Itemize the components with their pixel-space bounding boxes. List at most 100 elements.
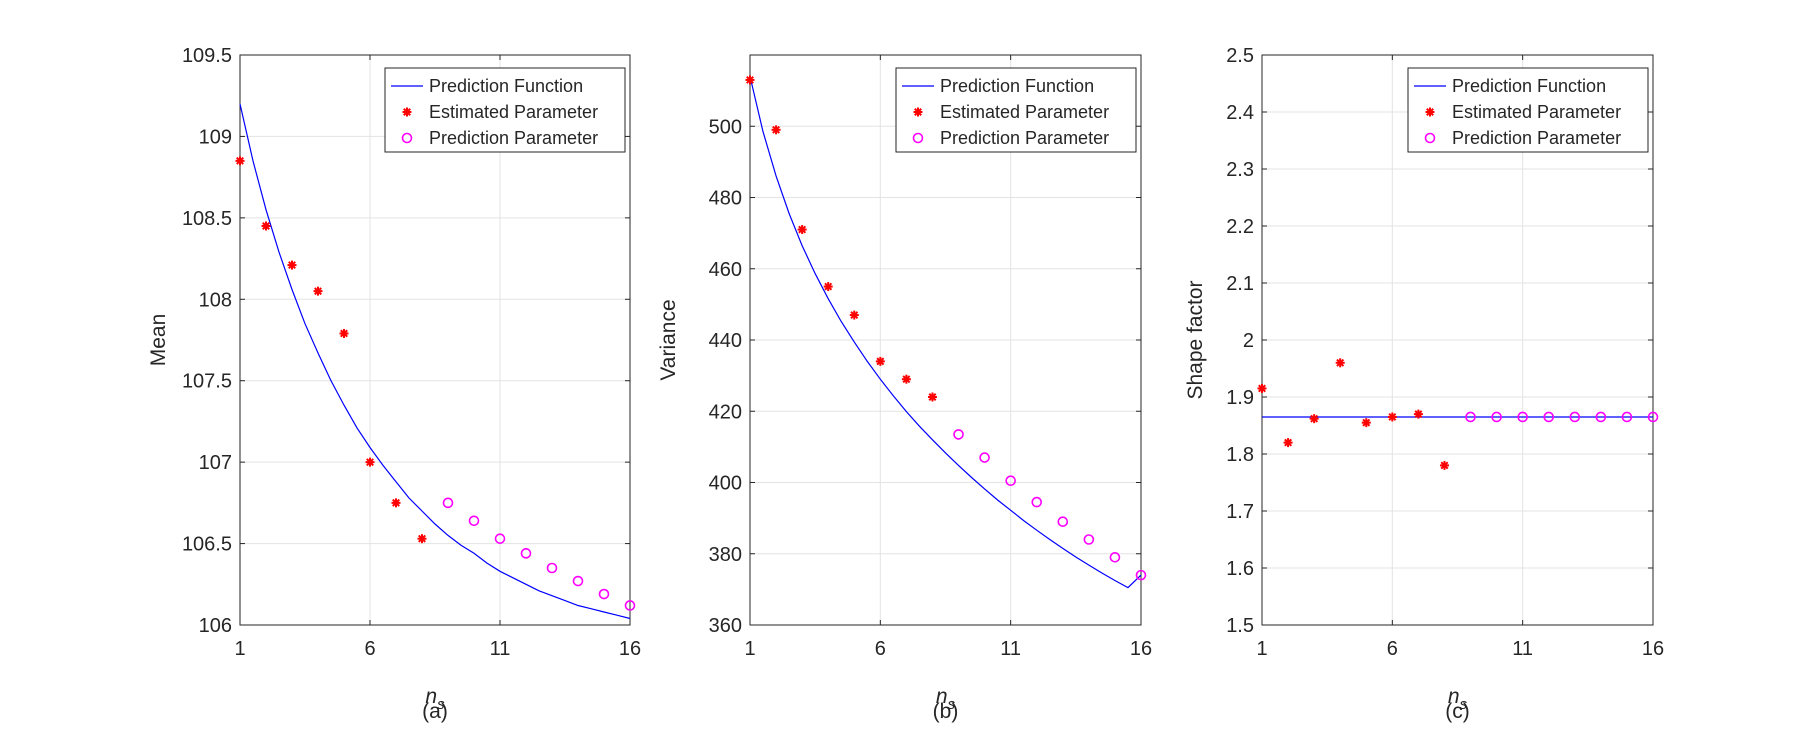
star-stroke — [418, 534, 426, 543]
x-tick-label: 11 — [490, 638, 511, 660]
legend-star-swatch — [913, 107, 923, 117]
legend-circle-swatch — [401, 132, 413, 144]
star-stroke — [824, 282, 833, 291]
estimated-parameter-point — [875, 356, 885, 366]
legend-box — [384, 67, 626, 153]
star-stroke — [928, 393, 937, 401]
prediction-parameter-series — [953, 429, 1147, 581]
prediction-function-line — [239, 103, 631, 620]
star-stroke — [902, 375, 911, 384]
chart-panel-c: 1 6 11 161.51.61.71.81.922.12.22.32.42.5nsS… — [1184, 45, 1664, 723]
estimated-parameter-point — [1335, 358, 1345, 368]
y-tick-label: 400 — [709, 473, 742, 495]
prediction-parameter-point — [1595, 411, 1607, 423]
y-tick-label: 2.2 — [1226, 216, 1254, 238]
prediction-parameter-point — [1491, 411, 1502, 423]
x-tick-label: 6 — [364, 638, 375, 660]
legend-label: Prediction Parameter — [940, 128, 1109, 148]
y-tick-label: 2 — [1243, 330, 1254, 352]
y-tick-label: 1.6 — [1226, 558, 1254, 580]
star-stroke — [1426, 108, 1434, 116]
estimated-parameter-series — [1257, 358, 1449, 470]
star-stroke — [1284, 438, 1293, 447]
prediction-parameter-series — [442, 497, 636, 611]
prediction-parameter-point — [520, 548, 532, 559]
y-tick-label: 380 — [709, 544, 742, 566]
y-tick-label: 108.5 — [182, 208, 232, 230]
estimated-parameter-point — [823, 282, 833, 292]
legend-label: Estimated Parameter — [940, 102, 1109, 122]
star-stroke — [288, 261, 296, 270]
y-tick-label: 440 — [709, 330, 742, 352]
prediction-parameter-point — [1031, 496, 1043, 508]
estimated-parameter-point — [1257, 383, 1267, 393]
estimated-parameter-point — [235, 156, 245, 166]
estimated-parameter-series — [745, 75, 937, 402]
estimated-parameter-point — [745, 75, 755, 85]
y-tick-label: 1.7 — [1226, 501, 1254, 523]
y-tick-label: 2.4 — [1226, 102, 1254, 124]
estimated-parameter-point — [1309, 414, 1319, 424]
star-stroke — [392, 498, 400, 507]
estimated-parameter-point — [849, 310, 859, 320]
star-stroke — [340, 329, 348, 338]
prediction-parameter-point — [1543, 411, 1555, 423]
y-axis-label: Mean — [147, 314, 170, 367]
panel-caption: (a) — [422, 700, 448, 723]
prediction-parameter-point — [1647, 411, 1659, 423]
panel-caption: (b) — [933, 700, 959, 723]
star-stroke — [403, 108, 411, 116]
prediction-parameter-point — [598, 588, 610, 600]
estimated-parameter-point — [339, 328, 349, 338]
estimated-parameter-point — [313, 286, 323, 296]
estimated-parameter-point — [1413, 409, 1423, 419]
y-tick-label: 360 — [709, 615, 742, 637]
legend-label: Prediction Function — [940, 76, 1094, 96]
star-stroke — [914, 108, 922, 116]
y-tick-label: 1.5 — [1226, 615, 1254, 637]
x-tick-label: 16 — [1130, 638, 1152, 660]
estimated-parameter-point — [365, 457, 375, 467]
star-stroke — [1388, 413, 1397, 421]
ticks — [239, 54, 631, 626]
legend-label: Prediction Parameter — [429, 128, 598, 148]
panel-caption: (c) — [1445, 700, 1470, 723]
y-tick-label: 107 — [199, 452, 232, 474]
ticks — [1261, 54, 1654, 626]
plot-frame — [239, 54, 631, 626]
star-stroke — [236, 156, 244, 165]
estimated-parameter-point — [927, 392, 937, 402]
prediction-parameter-point — [1083, 534, 1095, 545]
prediction-parameter-point — [1465, 411, 1476, 423]
x-tick-label: 6 — [875, 638, 886, 660]
estimated-parameter-point — [797, 225, 807, 235]
x-tick-label: 11 — [1512, 638, 1533, 660]
star-stroke — [1310, 414, 1319, 423]
star-stroke — [798, 225, 807, 234]
x-tick-label: 16 — [1642, 638, 1664, 660]
legend-star-swatch — [402, 107, 412, 117]
star-stroke — [1440, 461, 1449, 470]
estimated-parameter-point — [901, 374, 911, 384]
prediction-parameter-point — [572, 575, 584, 587]
y-axis-label: Variance — [657, 299, 680, 380]
x-tick-label: 1 — [234, 638, 245, 660]
prediction-parameter-point — [1109, 552, 1121, 563]
star-stroke — [314, 287, 322, 296]
y-tick-label: 109 — [199, 126, 232, 148]
y-tick-label: 480 — [709, 188, 742, 210]
prediction-parameter-point — [1621, 411, 1633, 423]
x-tick-label: 1 — [1256, 638, 1267, 660]
x-axis-label: ns — [425, 685, 445, 713]
chart-panel-b: 1 6 11 16360380400420440460480500nsVariance… — [657, 54, 1152, 723]
y-tick-label: 1.8 — [1226, 444, 1254, 466]
star-stroke — [1258, 384, 1266, 393]
estimated-parameter-point — [261, 221, 271, 231]
prediction-parameter-point — [546, 562, 558, 574]
y-tick-label: 500 — [709, 116, 742, 138]
estimated-parameter-point — [287, 260, 297, 270]
prediction-function-line — [749, 76, 1142, 589]
legend-circle-swatch — [1424, 132, 1436, 144]
y-tick-label: 109.5 — [182, 45, 232, 67]
